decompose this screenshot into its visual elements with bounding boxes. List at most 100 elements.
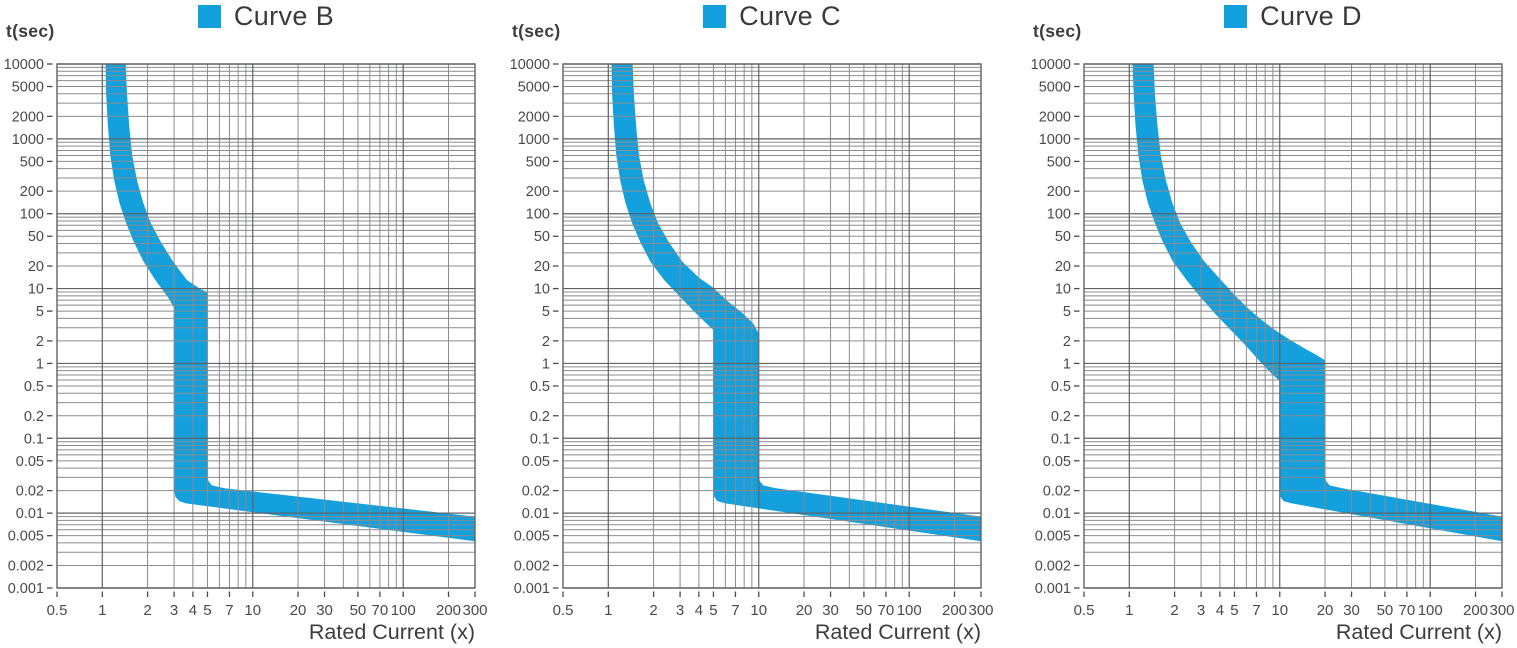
svg-text:500: 500 [1047, 154, 1071, 170]
svg-text:5: 5 [542, 304, 550, 320]
svg-text:300: 300 [968, 602, 993, 619]
svg-text:20: 20 [796, 602, 813, 619]
svg-text:0.05: 0.05 [522, 454, 550, 470]
svg-text:0.05: 0.05 [1043, 454, 1071, 470]
svg-text:3: 3 [1197, 602, 1205, 619]
svg-text:500: 500 [20, 154, 44, 170]
svg-text:0.2: 0.2 [530, 409, 550, 425]
svg-text:30: 30 [822, 602, 839, 619]
svg-text:10000: 10000 [1031, 57, 1071, 73]
trip-band [1132, 64, 1502, 542]
svg-text:2000: 2000 [518, 109, 550, 125]
svg-text:0.01: 0.01 [16, 506, 44, 522]
svg-text:30: 30 [1343, 602, 1360, 619]
svg-text:200: 200 [20, 184, 44, 200]
svg-text:20: 20 [1317, 602, 1334, 619]
x-axis-ticks: 0.5 1 2 3 4 5 7 10 20 30 50 70 100 200 300 [553, 591, 994, 619]
svg-text:0.001: 0.001 [8, 581, 44, 597]
legend-curve-d: Curve D [1084, 1, 1502, 31]
svg-text:0.05: 0.05 [16, 454, 44, 470]
svg-text:0.1: 0.1 [1051, 431, 1071, 447]
svg-text:0.002: 0.002 [1035, 558, 1071, 574]
svg-text:20: 20 [1055, 259, 1071, 275]
y-axis-title: t(sec) [6, 21, 55, 41]
svg-text:7: 7 [731, 602, 739, 619]
svg-text:0.005: 0.005 [1035, 529, 1071, 545]
legend-label: Curve C [739, 0, 841, 31]
svg-text:4: 4 [695, 602, 703, 619]
svg-text:5: 5 [709, 602, 717, 619]
svg-text:0.001: 0.001 [514, 581, 550, 597]
svg-text:5: 5 [36, 304, 44, 320]
legend-label: Curve D [1260, 0, 1362, 31]
svg-text:1000: 1000 [1039, 132, 1071, 148]
svg-text:10000: 10000 [4, 57, 44, 73]
svg-text:70: 70 [372, 602, 389, 619]
legend-curve-b: Curve B [57, 1, 475, 31]
svg-text:5: 5 [1063, 304, 1071, 320]
svg-text:0.002: 0.002 [8, 558, 44, 574]
svg-text:7: 7 [225, 602, 233, 619]
svg-text:10000: 10000 [510, 57, 550, 73]
svg-text:2: 2 [1170, 602, 1178, 619]
svg-text:0.5: 0.5 [530, 379, 550, 395]
legend-label: Curve B [233, 0, 335, 31]
svg-text:0.5: 0.5 [1051, 379, 1071, 395]
svg-text:20: 20 [28, 259, 44, 275]
svg-text:500: 500 [526, 154, 550, 170]
svg-text:50: 50 [1055, 229, 1071, 245]
svg-text:2: 2 [1063, 334, 1071, 350]
svg-text:5000: 5000 [1039, 80, 1071, 96]
chart-panel-curve-d: Curve D t(sec) 10000 5000 2000 1000 500 200 10… [1010, 0, 1517, 648]
svg-text:2000: 2000 [12, 109, 44, 125]
chart-panel-curve-b: Curve B t(sec) 10000 5000 2000 1000 500 200 10… [0, 0, 505, 648]
chart-panel-curve-c: Curve C t(sec) 10000 5000 2000 1000 500 200 10… [505, 0, 1010, 648]
svg-text:100: 100 [391, 602, 416, 619]
svg-text:300: 300 [462, 602, 487, 619]
svg-text:200: 200 [1463, 602, 1488, 619]
svg-text:1: 1 [98, 602, 106, 619]
plot-border [1083, 63, 1503, 589]
svg-text:0.02: 0.02 [16, 484, 44, 500]
svg-text:200: 200 [436, 602, 461, 619]
svg-text:10: 10 [750, 602, 767, 619]
svg-text:70: 70 [1399, 602, 1416, 619]
x-axis-title: Rated Current (x) [814, 620, 981, 644]
svg-text:200: 200 [526, 184, 550, 200]
y-axis-ticks: 10000 5000 2000 1000 500 200 100 50 20 10 5 2 1 0.5 0.… [4, 57, 53, 597]
svg-text:1000: 1000 [12, 132, 44, 148]
svg-text:70: 70 [878, 602, 895, 619]
trip-curve-plot-c: 100005000200010005002001005020105210.50.… [510, 57, 994, 619]
x-axis-title: Rated Current (x) [308, 620, 475, 644]
y-axis-title: t(sec) [512, 21, 561, 41]
y-axis-ticks: 10000 5000 2000 1000 500 200 100 50 20 10 5 2 1 0.5 0.… [510, 57, 559, 597]
svg-text:5000: 5000 [518, 80, 550, 96]
svg-text:5: 5 [203, 602, 211, 619]
legend-curve-c: Curve C [563, 1, 981, 31]
svg-text:0.02: 0.02 [522, 484, 550, 500]
svg-text:0.2: 0.2 [24, 409, 44, 425]
svg-text:5000: 5000 [12, 80, 44, 96]
svg-text:0.02: 0.02 [1043, 484, 1071, 500]
svg-text:0.01: 0.01 [522, 506, 550, 522]
svg-text:100: 100 [526, 207, 550, 223]
svg-text:0.001: 0.001 [1035, 581, 1071, 597]
svg-text:0.5: 0.5 [553, 602, 574, 619]
y-axis-ticks: 10000 5000 2000 1000 500 200 100 50 20 10 5 2 1 0.5 0.… [1031, 57, 1080, 597]
svg-text:0.1: 0.1 [24, 431, 44, 447]
trip-curve-plot-d: 100005000200010005002001005020105210.50.… [1031, 57, 1515, 619]
svg-text:100: 100 [897, 602, 922, 619]
svg-text:100: 100 [1047, 207, 1071, 223]
svg-text:4: 4 [189, 602, 197, 619]
svg-text:1: 1 [36, 356, 44, 372]
svg-text:50: 50 [1377, 602, 1394, 619]
svg-text:2: 2 [542, 334, 550, 350]
legend-swatch-icon [703, 4, 727, 28]
svg-text:3: 3 [170, 602, 178, 619]
svg-text:5: 5 [1230, 602, 1238, 619]
svg-text:200: 200 [942, 602, 967, 619]
svg-text:10: 10 [1271, 602, 1288, 619]
svg-text:10: 10 [28, 282, 44, 298]
svg-text:2: 2 [36, 334, 44, 350]
